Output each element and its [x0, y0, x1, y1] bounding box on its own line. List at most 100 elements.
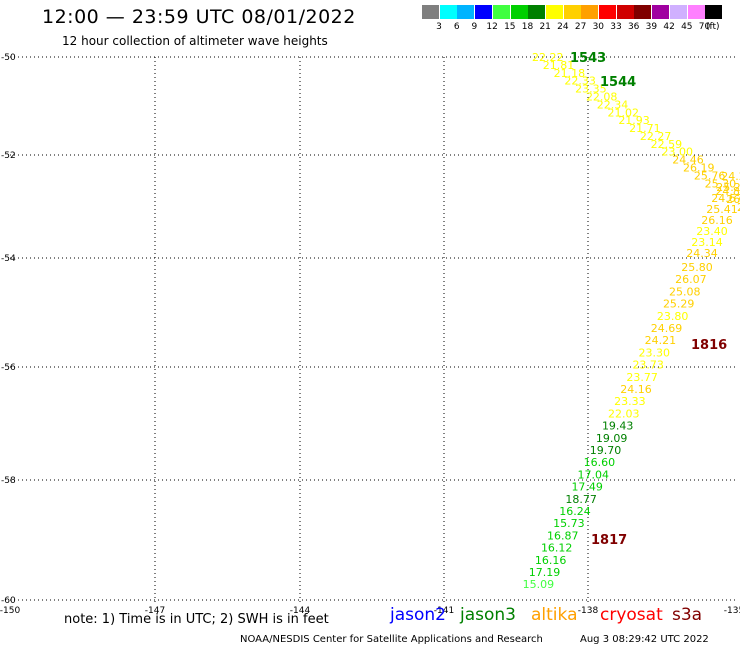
swh-value: 23.00 — [661, 146, 693, 159]
swh-value: 24.86 — [715, 185, 740, 198]
scale-label: 15 — [504, 22, 516, 32]
swh-value: 22.59 — [651, 138, 683, 151]
swh-value: 22.03 — [608, 407, 640, 420]
scale-label: 39 — [645, 22, 658, 32]
scale-label: 21 — [539, 22, 551, 32]
swh-value: 21.71 — [629, 122, 661, 135]
swh-value: 16.60 — [584, 456, 616, 469]
scale-label: 70 — [698, 22, 711, 32]
swh-value: 26.07 — [675, 273, 707, 286]
swh-value: 25.30 — [705, 177, 737, 190]
scale-label: 12 — [486, 22, 498, 32]
swh-value: 19.70 — [590, 444, 622, 457]
swh-value: 24.22 — [721, 170, 740, 183]
scale-swatch — [563, 5, 581, 19]
scale-swatch — [439, 5, 457, 19]
swh-value: 21.81 — [543, 59, 575, 72]
scale-swatch — [457, 5, 475, 19]
latitude-label: -60 — [1, 596, 16, 606]
longitude-label: -135 — [724, 606, 740, 616]
scale-label: 6 — [453, 22, 460, 32]
swh-value: 21.18 — [554, 67, 586, 80]
timestamp-text: Aug 3 08:29:42 UTC 2022 — [580, 634, 709, 645]
swh-value: 16.16 — [535, 554, 567, 567]
swh-value: 25.80 — [681, 261, 713, 274]
swh-value: 23.30 — [639, 346, 671, 359]
pass-label: 1544 — [600, 75, 636, 90]
swh-value: 23.77 — [626, 371, 658, 384]
pass-label: 1817 — [591, 533, 627, 548]
latitude-label: -50 — [1, 53, 16, 63]
swh-value: 26.50 — [737, 201, 740, 214]
satellite-cryosat: cryosat — [600, 605, 663, 625]
scale-swatch — [422, 5, 439, 19]
satellite-s3a: s3a — [672, 605, 703, 625]
scale-swatch — [616, 5, 634, 19]
swh-value: 24.67 — [711, 192, 740, 205]
scale-label: 36 — [627, 22, 640, 32]
swh-value: 23.40 — [696, 225, 728, 238]
swh-value: 25.76 — [694, 169, 726, 182]
swh-value: 24.16 — [620, 383, 652, 396]
swh-value: 22.33 — [564, 75, 596, 88]
scale-label: 24 — [557, 22, 569, 32]
swh-value: 22.08 — [586, 90, 618, 103]
swh-value: 25.29 — [663, 298, 695, 311]
latitude-label: -52 — [1, 151, 16, 161]
swh-value: 19.43 — [602, 420, 634, 433]
latitude-label: -54 — [1, 254, 16, 264]
swh-value: 22.34 — [597, 98, 629, 111]
map-subtitle: 12 hour collection of altimeter wave hei… — [62, 34, 328, 48]
scale-units: (ft) — [706, 22, 720, 32]
satellite-jason3: jason3 — [460, 605, 516, 625]
swh-value: 21.93 — [618, 114, 650, 127]
swh-value: 21.02 — [608, 106, 640, 119]
swh-value: 26.19 — [683, 162, 715, 175]
longitude-label: -138 — [578, 606, 599, 616]
scale-label: 42 — [663, 22, 675, 32]
scale-swatch — [634, 5, 652, 19]
scale-label: 45 — [681, 22, 693, 32]
swh-value: 24.46 — [672, 154, 704, 167]
scale-swatch — [510, 5, 528, 19]
swh-value: 17.04 — [578, 468, 610, 481]
swh-value: 16.24 — [559, 505, 591, 518]
swh-value: 23.80 — [657, 310, 689, 323]
scale-swatch — [599, 5, 616, 19]
swh-value: 16.12 — [541, 542, 573, 555]
swh-value: 23.35 — [575, 83, 607, 96]
latitude-label: -58 — [1, 476, 16, 486]
scale-label: 27 — [574, 22, 587, 32]
swh-value: 23.14 — [691, 236, 723, 249]
swh-value: 22.22 — [532, 51, 564, 64]
swh-value: 23.73 — [632, 359, 664, 372]
swh-value: 24.34 — [686, 247, 718, 260]
credit-text: NOAA/NESDIS Center for Satellite Applica… — [240, 634, 543, 645]
scale-label: 33 — [610, 22, 622, 32]
swh-value: 23.33 — [614, 395, 646, 408]
map-title: 12:00 — 23:59 UTC 08/01/2022 — [42, 6, 356, 28]
swh-value: 24.69 — [651, 322, 683, 335]
swh-value: 26.15 — [726, 193, 740, 206]
scale-swatch — [492, 5, 510, 19]
satellite-jason2: jason2 — [390, 605, 446, 625]
longitude-label: -141 — [434, 606, 454, 616]
swh-value: 16.87 — [547, 529, 579, 542]
scale-swatch — [528, 5, 546, 19]
latitude-label: -56 — [1, 363, 16, 373]
swh-value: 15.73 — [553, 517, 585, 530]
longitude-label: -144 — [290, 606, 311, 616]
longitude-label: -150 — [0, 606, 20, 616]
satellite-altika: altika — [531, 605, 578, 625]
swh-value: 25.41 — [706, 203, 738, 216]
swh-value: 17.19 — [529, 566, 561, 579]
swh-value: 18.77 — [565, 493, 597, 506]
swh-value: 22.27 — [640, 130, 672, 143]
pass-label: 1816 — [691, 338, 727, 353]
scale-swatch — [669, 5, 687, 19]
scale-swatch — [687, 5, 705, 19]
scale-swatch — [475, 5, 493, 19]
scale-label: 30 — [592, 22, 605, 32]
scale-label: 9 — [471, 22, 478, 32]
swh-value: 15.09 — [523, 578, 555, 591]
